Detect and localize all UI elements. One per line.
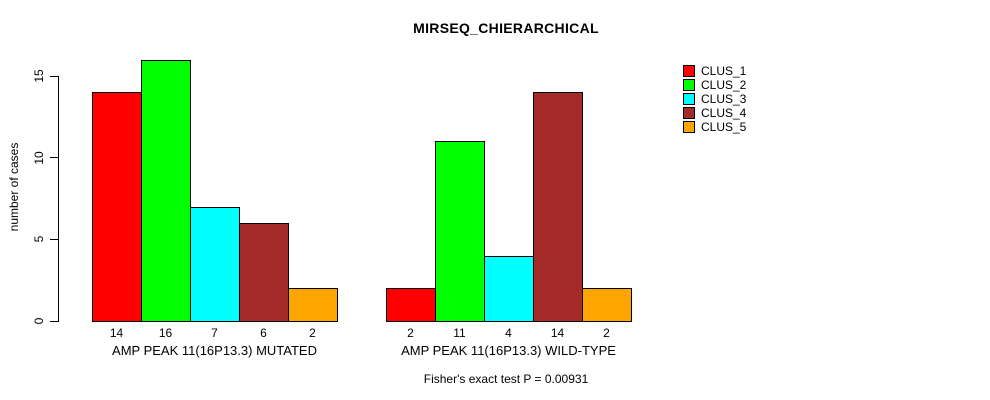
legend-color-swatch	[683, 79, 695, 91]
y-axis-tick-label: 5	[32, 235, 46, 243]
bar-clus_5-group2	[582, 288, 632, 322]
legend: CLUS_1 CLUS_2 CLUS_3 CLUS_4 CLUS_5	[683, 64, 746, 134]
bar-value-label: 16	[158, 326, 173, 340]
legend-color-swatch	[683, 93, 695, 105]
y-axis-label: number of cases	[7, 142, 21, 232]
legend-label: CLUS_5	[701, 120, 747, 134]
bar-clus_1-group2	[386, 288, 436, 322]
legend-item: CLUS_2	[683, 78, 746, 92]
bar-clus_3-group1	[190, 207, 240, 322]
bar-clus_5-group1	[288, 288, 338, 322]
bar-value-label: 4	[505, 326, 512, 340]
y-axis-tick-label: 0	[32, 317, 46, 325]
chart-title: MIRSEQ_CHIERARCHICAL	[413, 20, 599, 36]
legend-color-swatch	[683, 65, 695, 77]
legend-item: CLUS_5	[683, 120, 746, 134]
x-axis-group-label: AMP PEAK 11(16P13.3) WILD-TYPE	[401, 343, 616, 358]
legend-item: CLUS_3	[683, 92, 746, 106]
y-axis-tick	[50, 320, 58, 322]
fisher-test-footnote: Fisher's exact test P = 0.00931	[423, 372, 589, 386]
bar-value-label: 2	[603, 326, 610, 340]
y-axis-tick	[50, 157, 58, 159]
legend-label: CLUS_1	[701, 64, 747, 78]
y-axis-tick-label: 15	[32, 69, 46, 83]
y-axis-tick-label: 10	[32, 150, 46, 165]
bar-value-label: 2	[309, 326, 316, 340]
bar-clus_1-group1	[92, 92, 142, 322]
bar-value-label: 14	[109, 326, 124, 340]
y-axis-line	[58, 76, 59, 322]
bar-value-label: 14	[550, 326, 565, 340]
x-axis-group-label: AMP PEAK 11(16P13.3) MUTATED	[112, 343, 317, 358]
bar-clus_2-group2	[435, 141, 485, 322]
bar-value-label: 7	[211, 326, 218, 340]
legend-label: CLUS_4	[701, 106, 747, 120]
bar-clus_3-group2	[484, 256, 534, 322]
legend-item: CLUS_1	[683, 64, 746, 78]
bar-clus_4-group1	[239, 223, 289, 322]
bar-value-label: 2	[407, 326, 414, 340]
legend-color-swatch	[683, 121, 695, 133]
legend-label: CLUS_2	[701, 78, 747, 92]
bar-value-label: 6	[260, 326, 267, 340]
bar-value-label: 11	[453, 326, 466, 340]
legend-label: CLUS_3	[701, 92, 747, 106]
y-axis-tick	[50, 75, 58, 77]
bar-clus_4-group2	[533, 92, 583, 322]
legend-item: CLUS_4	[683, 106, 746, 120]
y-axis-tick	[50, 238, 58, 240]
bar-clus_2-group1	[141, 60, 191, 322]
legend-color-swatch	[683, 107, 695, 119]
